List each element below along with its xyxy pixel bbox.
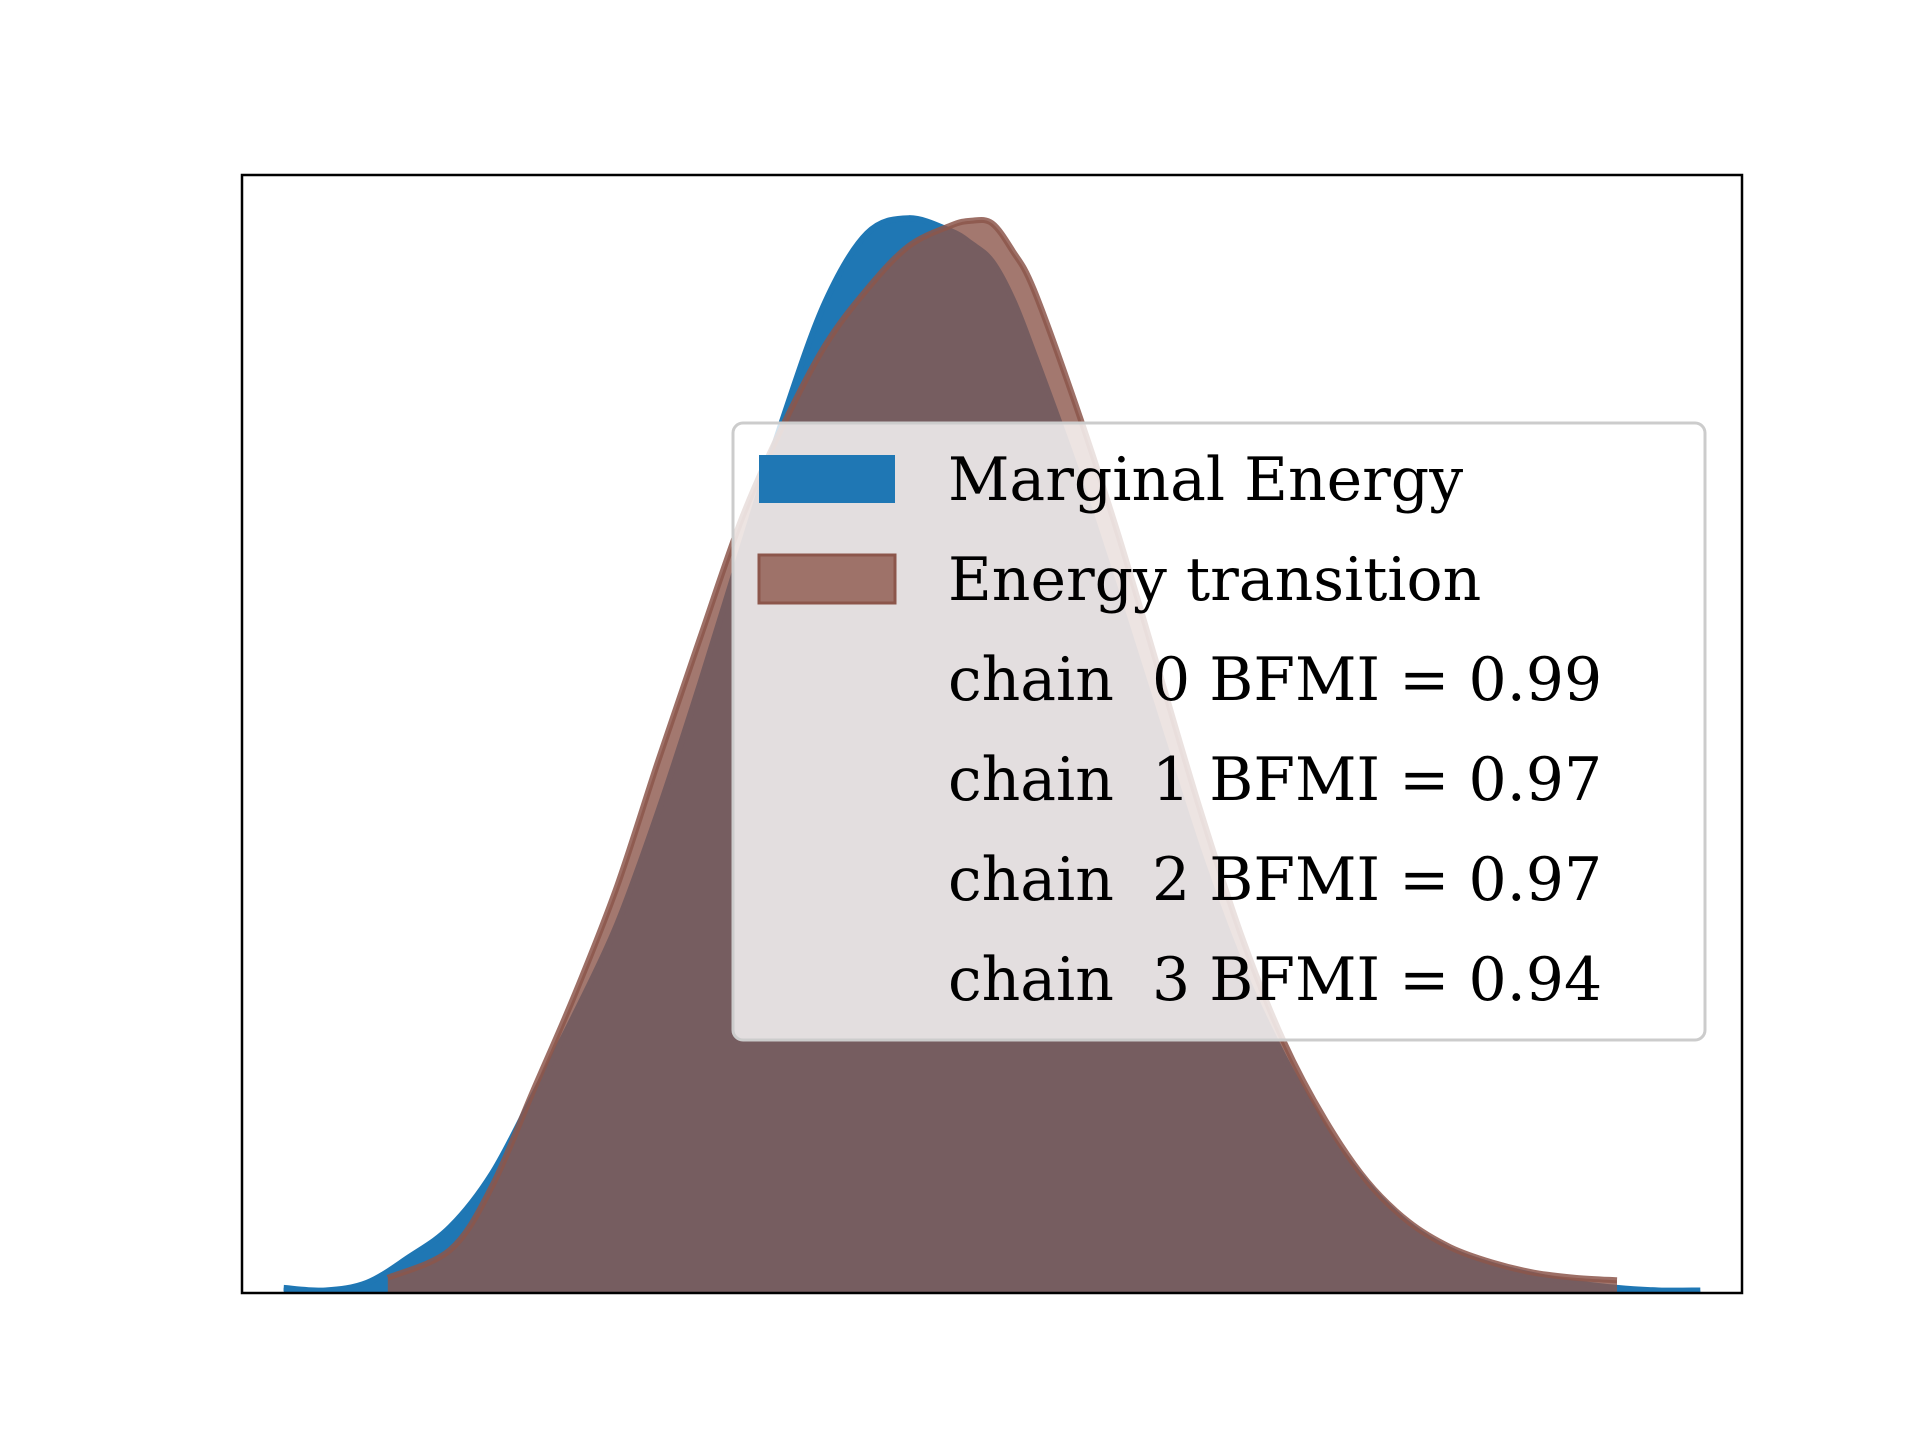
legend-box [731,421,1707,1042]
legend-label-energy-transition: Energy transition [948,545,1481,615]
legend-label-marginal-energy: Marginal Energy [948,445,1463,515]
density-line-energy-transition [386,216,1618,1284]
legend-swatch-marginal-energy [759,455,895,503]
axes-frame [240,173,1744,1295]
legend-label-chain-0-bfmi: chain 0 BFMI = 0.99 [948,645,1602,715]
legend-label-chain-3-bfmi: chain 3 BFMI = 0.94 [948,945,1602,1015]
legend: Marginal Energy Energy transition chain … [731,421,1707,1042]
legend-label-chain-1-bfmi: chain 1 BFMI = 0.97 [948,745,1602,815]
legend-swatch-energy-transition [757,553,897,605]
legend-label-chain-2-bfmi: chain 2 BFMI = 0.97 [948,845,1602,915]
